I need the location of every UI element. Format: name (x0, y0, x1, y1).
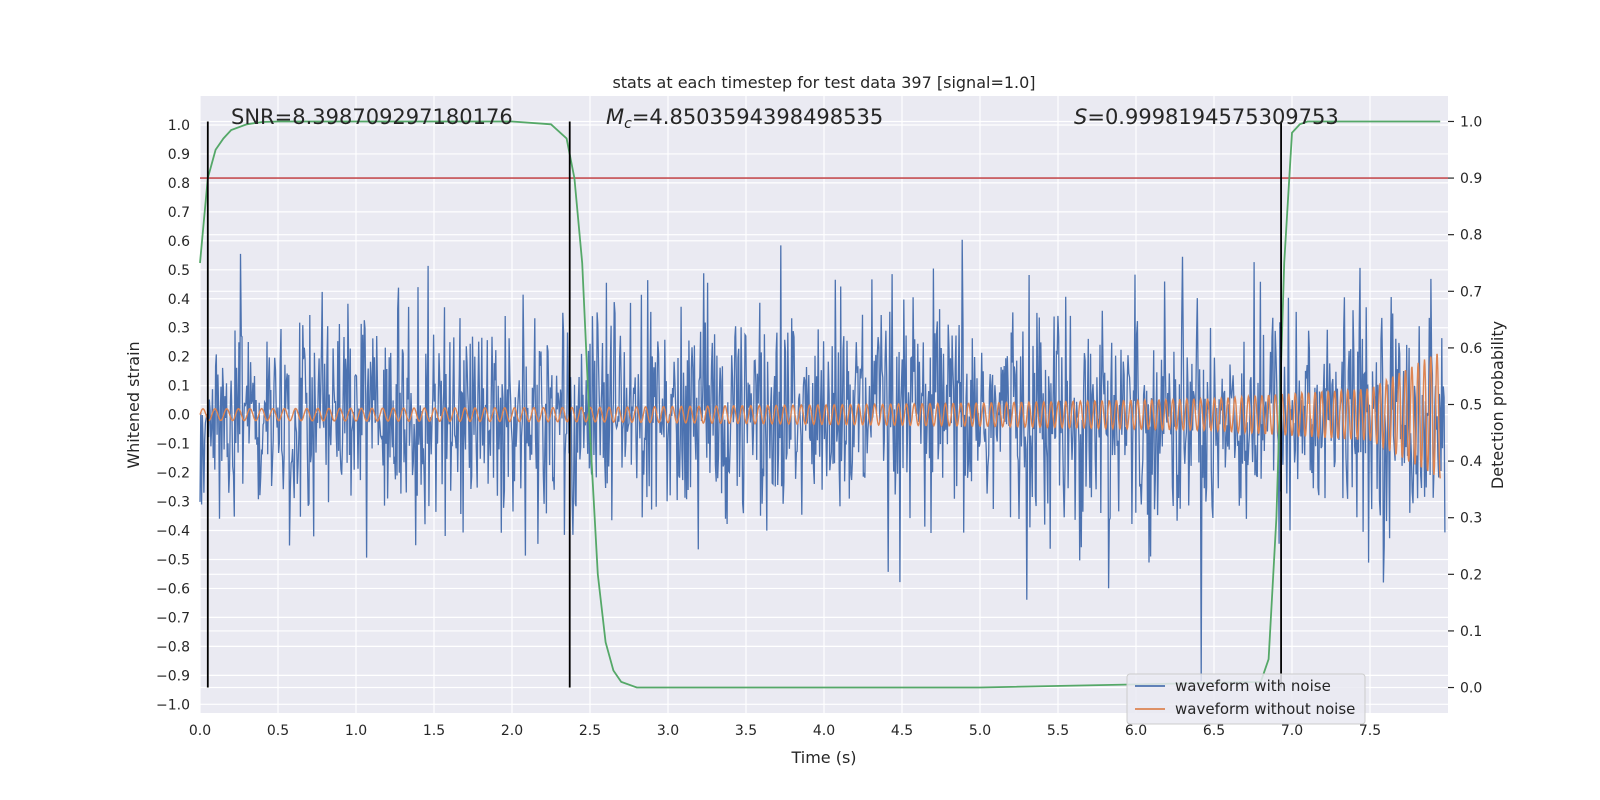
legend: waveform with noise waveform without noi… (1126, 673, 1366, 725)
left-y-tick-label: −0.9 (156, 668, 190, 684)
x-tick-label: 1.0 (345, 723, 367, 739)
chart-title: stats at each timestep for test data 397… (612, 73, 1035, 92)
x-tick-label: 0.0 (189, 723, 211, 739)
left-y-tick-label: 0.1 (168, 379, 190, 395)
right-y-tick-label: 0.7 (1460, 284, 1482, 300)
waveform-without-noise-series (199, 353, 1441, 479)
legend-box (1126, 673, 1366, 725)
chirp-mass-annotation: Mc=4.8503594398498535 (606, 105, 883, 132)
x-tick-label: 2.5 (579, 723, 601, 739)
left-y-tick-label: 0.4 (168, 292, 190, 308)
right-y-axis-label: Detection probability (1488, 321, 1507, 489)
legend-label-noisy: waveform with noise (1175, 677, 1331, 695)
legend-label-clean: waveform without noise (1175, 700, 1355, 718)
left-y-tick-label: 0.5 (168, 263, 190, 279)
x-tick-label: 0.5 (267, 723, 289, 739)
x-tick-label: 6.5 (1203, 723, 1225, 739)
x-tick-label: 6.0 (1125, 723, 1147, 739)
right-y-tick-label: 0.8 (1460, 228, 1482, 244)
right-y-tick-label: 0.4 (1460, 454, 1482, 470)
vertical-marker-lines (206, 121, 1282, 688)
left-y-tick-label: 0.2 (168, 350, 190, 366)
right-y-tick-label: 0.2 (1460, 567, 1482, 583)
x-tick-label: 3.5 (735, 723, 757, 739)
x-tick-label: 3.0 (657, 723, 679, 739)
left-y-tick-label: 1.0 (168, 118, 190, 134)
waveform-without-noise-line (199, 353, 1441, 479)
waveform-with-noise-line (199, 239, 1446, 682)
x-axis-ticks: 0.0 0.5 1.0 1.5 2.0 2.5 3.0 3.5 4.0 4.5 5.0 5.5 6.0 6… (189, 723, 1381, 739)
right-y-tick-label: 0.5 (1460, 398, 1482, 414)
x-tick-label: 4.0 (813, 723, 835, 739)
left-y-tick-label: −1.0 (156, 697, 190, 713)
left-y-tick-label: −0.5 (156, 552, 190, 568)
left-y-axis-ticks: 1.0 0.9 0.8 0.7 0.6 0.5 0.4 0.3 0.2 0.1 0.0 −0.1 −0.… (156, 118, 190, 713)
x-tick-label: 1.5 (423, 723, 445, 739)
snr-annotation: SNR=8.398709297180176 (231, 105, 513, 129)
left-y-tick-label: 0.8 (168, 176, 190, 192)
left-y-tick-label: −0.4 (156, 524, 190, 540)
score-annotation: S=0.9998194575309753 (1074, 105, 1339, 129)
left-y-tick-label: 0.6 (168, 234, 190, 250)
left-y-tick-label: −0.3 (156, 495, 190, 511)
right-y-tick-label: 0.0 (1460, 681, 1482, 697)
x-tick-label: 7.5 (1359, 723, 1381, 739)
left-y-tick-label: 0.3 (168, 321, 190, 337)
right-y-tick-label: 0.1 (1460, 624, 1482, 640)
right-y-tick-label: 0.6 (1460, 341, 1482, 357)
x-tick-label: 4.5 (891, 723, 913, 739)
left-y-tick-label: −0.2 (156, 466, 190, 482)
x-tick-label: 7.0 (1281, 723, 1303, 739)
x-tick-label: 5.5 (1047, 723, 1069, 739)
waveform-with-noise-series (199, 239, 1446, 682)
right-y-tick-label: 0.3 (1460, 511, 1482, 527)
right-y-axis-ticks: 1.0 0.9 0.8 0.7 0.6 0.5 0.4 0.3 0.2 0.1 0.0 (1448, 114, 1482, 697)
x-tick-label: 5.0 (969, 723, 991, 739)
x-tick-label: 2.0 (501, 723, 523, 739)
left-y-tick-label: −0.7 (156, 610, 190, 626)
left-y-tick-label: −0.8 (156, 639, 190, 655)
left-y-axis-label: Whitened strain (124, 341, 143, 468)
detection-probability-line (199, 120, 1441, 689)
x-axis-label: Time (s) (790, 748, 856, 767)
right-y-tick-label: 0.9 (1460, 171, 1482, 187)
left-y-tick-label: 0.0 (168, 408, 190, 424)
left-y-tick-label: 0.7 (168, 205, 190, 221)
left-y-tick-label: −0.6 (156, 581, 190, 597)
left-y-tick-label: −0.1 (156, 437, 190, 453)
left-y-tick-label: 0.9 (168, 147, 190, 163)
right-y-tick-label: 1.0 (1460, 114, 1482, 130)
detection-probability-series (199, 120, 1441, 689)
